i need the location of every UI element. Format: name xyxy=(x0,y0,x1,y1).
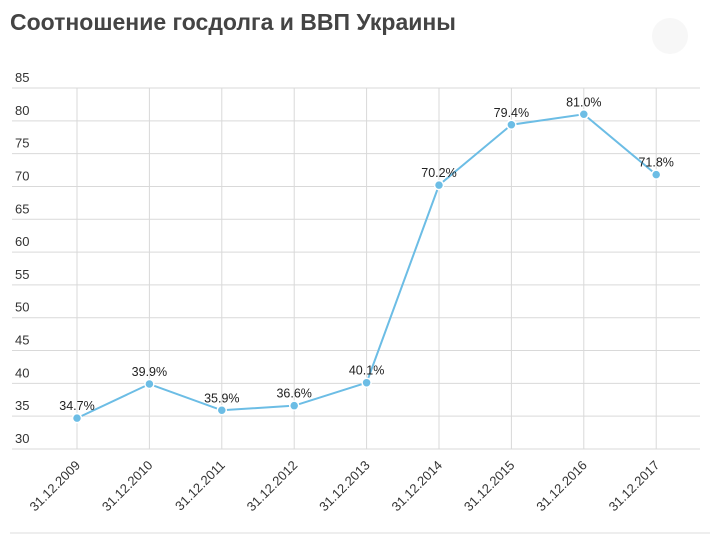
x-tick-label: 31.12.2017 xyxy=(606,458,663,515)
y-tick-label: 70 xyxy=(15,168,29,183)
x-tick-label: 31.12.2014 xyxy=(388,458,445,515)
x-tick-label: 31.12.2012 xyxy=(244,458,301,515)
x-tick-label: 31.12.2015 xyxy=(461,458,518,515)
point xyxy=(144,378,155,390)
chart-title: Соотношение госдолга и ВВП Украины xyxy=(10,9,456,35)
point xyxy=(361,377,372,388)
x-tick-label: 31.12.2010 xyxy=(99,458,156,515)
point xyxy=(71,412,83,424)
y-tick-label: 50 xyxy=(15,300,29,315)
point xyxy=(650,169,662,180)
value-label: 70.2% xyxy=(421,166,456,180)
point xyxy=(288,400,300,411)
value-label: 40.1% xyxy=(349,364,384,378)
y-tick-label: 35 xyxy=(15,398,29,413)
point xyxy=(216,405,228,416)
y-tick-label: 55 xyxy=(15,267,29,282)
value-label: 35.9% xyxy=(204,391,239,405)
x-tick-label: 31.12.2011 xyxy=(172,458,228,514)
y-tick-label: 75 xyxy=(15,136,29,151)
value-label: 79.4% xyxy=(494,106,529,120)
y-tick-label: 85 xyxy=(15,70,29,85)
value-label: 34.7% xyxy=(59,399,94,413)
x-tick-label: 31.12.2016 xyxy=(533,458,590,515)
value-label: 36.6% xyxy=(276,387,311,401)
value-label: 71.8% xyxy=(638,156,673,170)
point xyxy=(433,179,445,191)
y-tick-label: 45 xyxy=(15,333,29,348)
y-tick-label: 80 xyxy=(15,103,29,118)
point xyxy=(578,109,590,120)
value-label: 39.9% xyxy=(132,365,167,379)
y-tick-label: 65 xyxy=(15,201,29,216)
y-tick-label: 30 xyxy=(15,431,29,446)
x-tick-label: 31.12.2009 xyxy=(26,458,83,515)
x-tick-label: 31.12.2013 xyxy=(316,458,373,515)
y-tick-label: 40 xyxy=(15,365,29,380)
value-label: 81.0% xyxy=(566,95,601,109)
menu-button[interactable] xyxy=(652,18,688,54)
point xyxy=(506,119,517,131)
y-tick-label: 60 xyxy=(15,234,29,249)
